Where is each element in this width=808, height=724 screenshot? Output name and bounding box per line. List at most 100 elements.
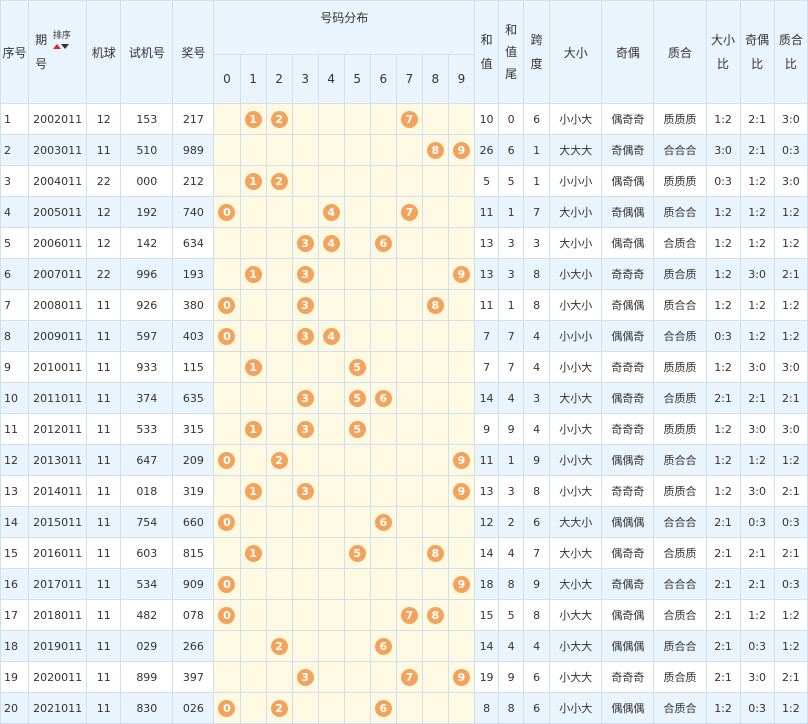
cell-dist-8 <box>421 165 449 197</box>
cell-span: 6 <box>523 506 551 538</box>
cell-dist-6 <box>369 258 397 290</box>
cell-dist-2 <box>265 475 293 507</box>
cell-dist-2: 2 <box>265 103 293 135</box>
cell-period: 2008011 <box>28 289 88 321</box>
cell-parity: 偶奇奇 <box>601 382 655 414</box>
cell-dist-4 <box>317 103 345 135</box>
cell-size: 小大小 <box>549 258 603 290</box>
cell-machine: 12 <box>86 227 122 259</box>
cell-prime-ratio: 2:1 <box>773 258 808 290</box>
number-ball: 9 <box>452 451 470 469</box>
cell-dist-5: 5 <box>343 382 371 414</box>
cell-machine: 11 <box>86 475 122 507</box>
cell-dist-8: 8 <box>421 599 449 631</box>
cell-dist-0: 0 <box>213 320 241 352</box>
cell-dist-8 <box>421 413 449 445</box>
cell-prime: 质合合 <box>653 444 707 476</box>
cell-period: 2019011 <box>28 630 88 662</box>
cell-dist-4 <box>317 475 345 507</box>
cell-dist-6 <box>369 320 397 352</box>
cell-dist-1 <box>239 382 267 414</box>
cell-size-ratio: 1:2 <box>705 227 741 259</box>
cell-parity: 偶偶奇 <box>601 320 655 352</box>
cell-dist-7 <box>395 227 423 259</box>
cell-dist-4 <box>317 289 345 321</box>
cell-dist-3 <box>291 134 319 166</box>
cell-dist-9 <box>447 599 476 631</box>
cell-seq: 3 <box>0 165 30 197</box>
cell-machine: 11 <box>86 537 122 569</box>
cell-parity: 奇偶奇 <box>601 134 655 166</box>
cell-dist-5 <box>343 258 371 290</box>
number-ball: 9 <box>452 668 470 686</box>
cell-dist-3: 3 <box>291 320 319 352</box>
cell-dist-4 <box>317 599 345 631</box>
cell-sum: 7 <box>474 351 500 383</box>
cell-prize: 909 <box>172 568 215 600</box>
cell-dist-9: 9 <box>447 661 476 693</box>
cell-sum: 11 <box>474 444 500 476</box>
table-row: 8 2009011 11 597 403 0 3 4 7 7 4 小小小 偶偶奇 合合质 0:3 1:2 1:2 <box>0 320 808 352</box>
cell-dist-4 <box>317 568 345 600</box>
sort-up-icon[interactable] <box>52 43 61 49</box>
cell-size: 大大小 <box>549 506 603 538</box>
cell-dist-6 <box>369 351 397 383</box>
cell-dist-9 <box>447 320 476 352</box>
cell-dist-6: 6 <box>369 692 397 724</box>
cell-prime-ratio: 1:2 <box>773 692 808 724</box>
cell-dist-7 <box>395 258 423 290</box>
cell-seq: 6 <box>0 258 30 290</box>
cell-prime-ratio: 3:0 <box>773 351 808 383</box>
cell-parity-ratio: 1:2 <box>739 165 775 197</box>
cell-dist-1: 1 <box>239 413 267 445</box>
cell-prime-ratio: 2:1 <box>773 661 808 693</box>
cell-dist-2 <box>265 196 293 228</box>
cell-size: 小大大 <box>549 630 603 662</box>
cell-machine: 11 <box>86 506 122 538</box>
cell-dist-1: 1 <box>239 258 267 290</box>
cell-span: 8 <box>523 258 551 290</box>
number-ball: 7 <box>400 606 418 624</box>
cell-dist-6 <box>369 413 397 445</box>
cell-seq: 15 <box>0 537 30 569</box>
cell-dist-5 <box>343 475 371 507</box>
cell-prime: 质合合 <box>653 196 707 228</box>
cell-prime: 合质合 <box>653 692 707 724</box>
cell-size-ratio: 1:2 <box>705 103 741 135</box>
cell-prime: 质质质 <box>653 165 707 197</box>
cell-dist-4 <box>317 134 345 166</box>
cell-dist-9 <box>447 506 476 538</box>
cell-dist-0: 0 <box>213 444 241 476</box>
cell-dist-1 <box>239 661 267 693</box>
cell-prime-ratio: 1:2 <box>773 227 808 259</box>
cell-sum: 12 <box>474 506 500 538</box>
cell-seq: 2 <box>0 134 30 166</box>
cell-dist-6 <box>369 134 397 166</box>
cell-dist-9 <box>447 630 476 662</box>
cell-trial: 830 <box>120 692 174 724</box>
cell-parity: 奇奇奇 <box>601 351 655 383</box>
cell-tail: 4 <box>498 630 525 662</box>
cell-trial: 597 <box>120 320 174 352</box>
cell-prize: 989 <box>172 134 215 166</box>
cell-dist-3: 3 <box>291 661 319 693</box>
cell-dist-2 <box>265 258 293 290</box>
number-ball: 1 <box>244 110 262 128</box>
header-period[interactable]: 期 排序 号 <box>28 0 88 104</box>
table-row: 15 2016011 11 603 815 1 5 8 14 4 7 大小大 偶奇奇 合质质 2:1 2:1 2… <box>0 537 808 569</box>
cell-parity-ratio: 1:2 <box>739 599 775 631</box>
cell-tail: 8 <box>498 568 525 600</box>
cell-prime-ratio: 3:0 <box>773 103 808 135</box>
number-ball: 7 <box>400 110 418 128</box>
sort-down-icon[interactable] <box>60 43 69 49</box>
cell-dist-4 <box>317 413 345 445</box>
cell-machine: 11 <box>86 630 122 662</box>
cell-machine: 11 <box>86 351 122 383</box>
cell-dist-2 <box>265 537 293 569</box>
cell-prime: 合合合 <box>653 568 707 600</box>
cell-parity: 偶偶奇 <box>601 444 655 476</box>
cell-prime-ratio: 0:3 <box>773 134 808 166</box>
sort-control[interactable]: 排序 <box>52 31 71 50</box>
number-ball: 1 <box>244 544 262 562</box>
